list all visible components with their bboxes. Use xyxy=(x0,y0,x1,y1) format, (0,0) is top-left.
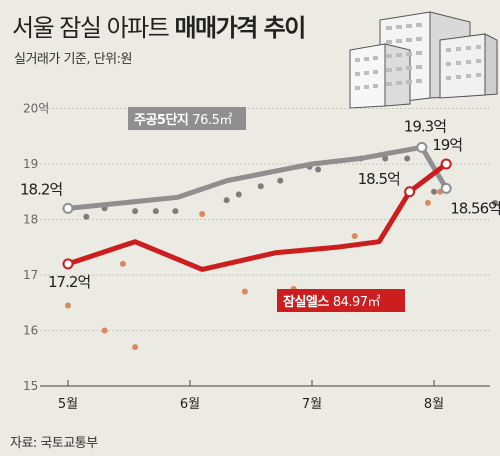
data-point xyxy=(431,188,437,195)
data-point xyxy=(351,233,358,240)
label-marker xyxy=(440,182,452,194)
data-point xyxy=(172,208,179,215)
data-point xyxy=(199,210,206,217)
data-point xyxy=(101,327,108,334)
label-marker xyxy=(404,186,416,198)
legend-red: 잠실엘스 84.97㎡ xyxy=(277,289,405,312)
y-tick-label: 20억 xyxy=(23,102,49,116)
data-point xyxy=(492,199,498,206)
data-point xyxy=(277,177,284,184)
label-marker xyxy=(62,258,74,270)
legend-gray: 주공5단지 76.5㎡ xyxy=(128,107,246,130)
grid-lines xyxy=(40,108,490,387)
value-labels: 18.2억 19.3억 18.56억 17.2억 18.5억 19억 xyxy=(20,117,500,291)
data-point xyxy=(235,191,242,198)
value-label: 19억 xyxy=(432,136,462,154)
x-tick-label: 7월 xyxy=(302,397,322,412)
data-point xyxy=(65,302,71,309)
x-tick-label: 6월 xyxy=(180,397,200,412)
label-marker xyxy=(62,202,74,214)
value-label: 18.56억 xyxy=(450,199,500,217)
data-point xyxy=(223,197,230,204)
title-bold: 매매가격 추이 xyxy=(174,14,306,42)
legend-red-label: 잠실엘스 84.97㎡ xyxy=(283,294,381,310)
data-point xyxy=(152,208,159,215)
data-point xyxy=(257,183,264,190)
data-point xyxy=(382,155,389,162)
value-label: 18.5억 xyxy=(358,170,400,188)
x-axis-ticks: 5월 6월 7월 8월 xyxy=(58,380,444,412)
chart-title: 서울 잠실 아파트 매매가격 추이 xyxy=(12,8,306,43)
title-light: 서울 잠실 아파트 xyxy=(12,14,170,42)
x-tick-label: 8월 xyxy=(424,397,444,412)
x-tick-label: 5월 xyxy=(58,397,78,412)
y-tick-label: 16 xyxy=(23,324,38,338)
data-point xyxy=(404,155,411,162)
data-point xyxy=(132,344,139,351)
data-point xyxy=(83,213,90,220)
y-axis-ticks: 15 16 17 18 19 20억 xyxy=(23,102,49,394)
value-label: 19.3억 xyxy=(404,117,446,135)
data-point xyxy=(424,199,431,206)
label-marker xyxy=(440,158,452,170)
source-note: 자료: 국토교통부 xyxy=(10,436,98,451)
data-point xyxy=(315,166,322,173)
data-point xyxy=(241,288,248,295)
series-lines xyxy=(65,144,449,272)
y-tick-label: 18 xyxy=(23,213,38,227)
legend-gray-label: 주공5단지 76.5㎡ xyxy=(134,112,232,128)
value-label: 18.2억 xyxy=(20,180,62,198)
y-tick-label: 17 xyxy=(23,268,38,282)
chart-subtitle: 실거래가 기준, 단위:원 xyxy=(14,52,132,67)
series-markers xyxy=(62,141,452,270)
label-marker xyxy=(416,141,428,153)
data-point xyxy=(132,208,139,215)
value-label: 17.2억 xyxy=(48,273,90,291)
apartment-building-icon xyxy=(349,11,498,109)
data-point xyxy=(119,260,126,267)
y-tick-label: 15 xyxy=(23,379,38,393)
y-tick-label: 19 xyxy=(23,157,38,171)
series-line xyxy=(65,161,449,272)
